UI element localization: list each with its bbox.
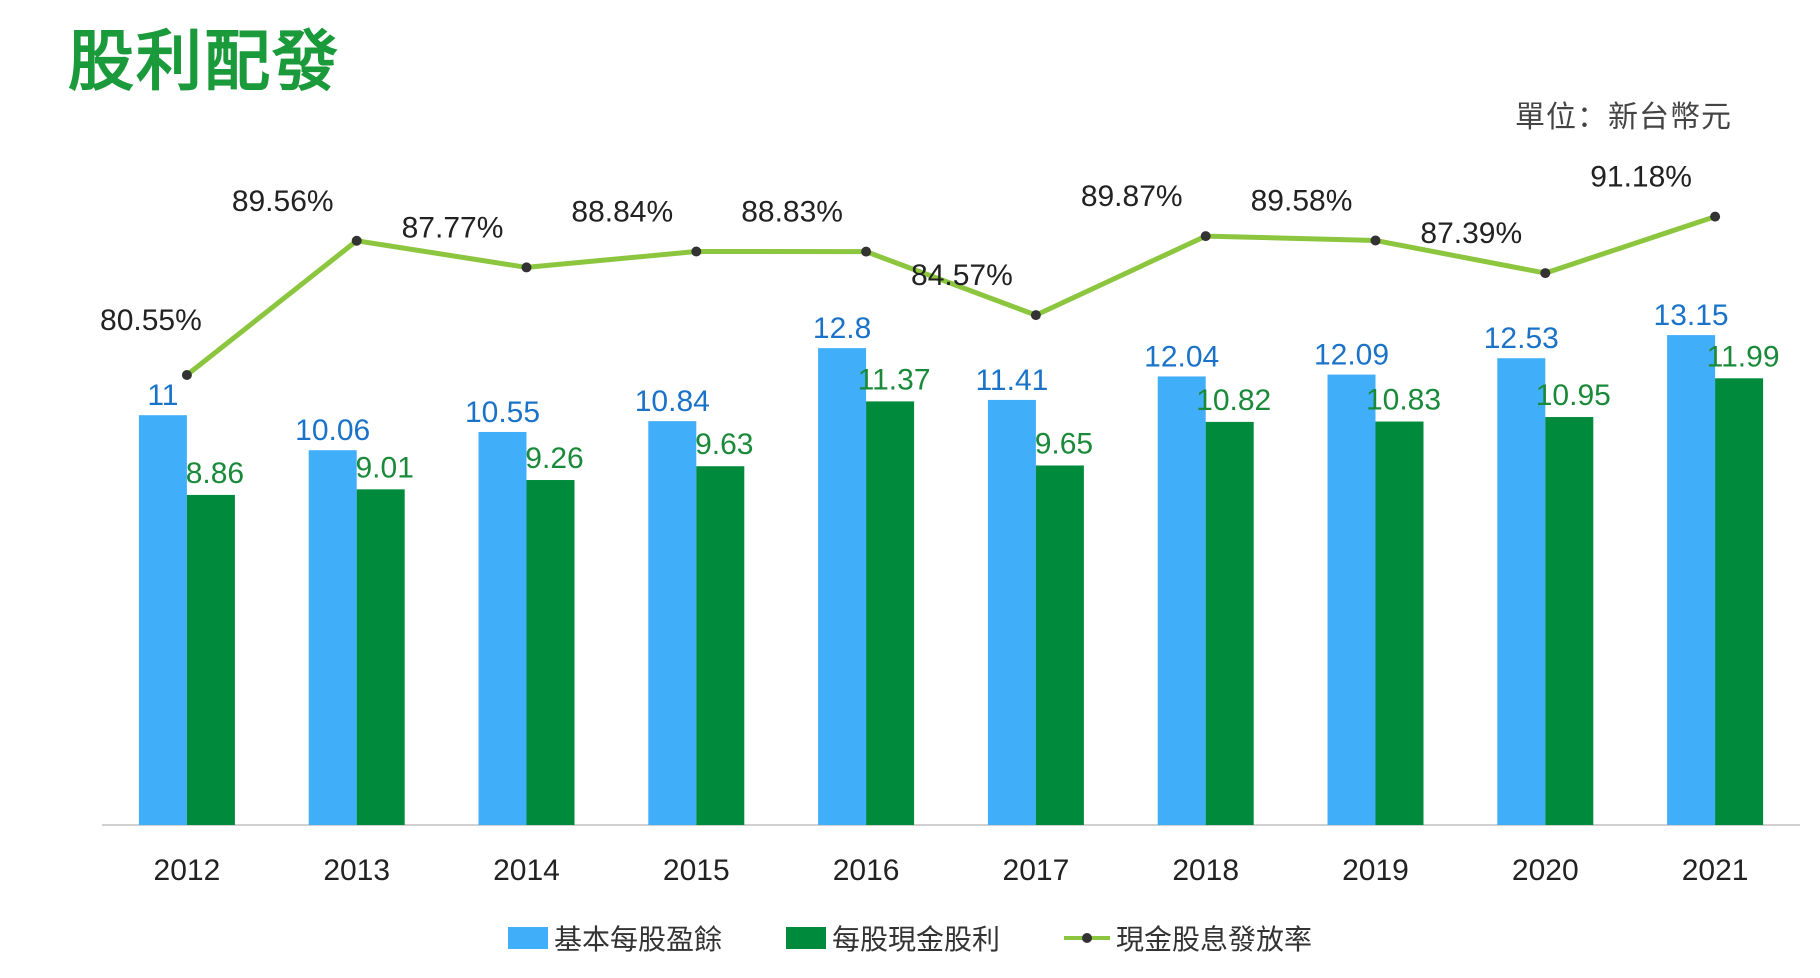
data-label-payout: 88.83% — [741, 196, 843, 229]
bar-dividend — [1375, 421, 1424, 825]
data-label-payout: 88.84% — [571, 195, 673, 228]
legend-swatch-dividend — [785, 927, 826, 949]
data-label-payout: 87.77% — [402, 211, 504, 244]
data-label-dividend: 8.86 — [186, 457, 244, 490]
bar-dividend — [1545, 417, 1594, 825]
x-tick-label: 2020 — [1512, 854, 1579, 887]
bar-dividend — [526, 480, 575, 825]
bar-eps — [818, 348, 867, 825]
line-point-payout — [691, 246, 702, 257]
data-label-payout: 89.56% — [232, 185, 334, 218]
x-tick-label: 2016 — [833, 854, 900, 887]
bar-dividend — [1205, 421, 1254, 825]
bar-eps — [138, 415, 187, 825]
bar-dividend — [1035, 465, 1084, 825]
data-label-payout: 89.58% — [1251, 184, 1353, 217]
bar-eps — [308, 450, 357, 825]
series-line-payout — [185, 214, 1716, 377]
x-tick-label: 2015 — [663, 854, 730, 887]
bar-dividend — [1715, 378, 1764, 825]
bar-eps — [1157, 376, 1206, 825]
bar-eps — [1327, 374, 1376, 825]
data-label-eps: 10.84 — [635, 385, 710, 418]
data-label-payout: 80.55% — [100, 304, 202, 337]
data-label-payout: 89.87% — [1081, 180, 1183, 213]
x-tick-label: 2013 — [323, 854, 390, 887]
bar-dividend — [696, 466, 745, 825]
x-tick-label: 2018 — [1172, 854, 1239, 887]
data-label-eps: 10.06 — [295, 414, 370, 447]
legend-item-eps: 基本每股盈餘 — [507, 918, 722, 958]
line-point-payout — [1370, 235, 1381, 246]
data-label-dividend: 9.01 — [356, 451, 414, 484]
line-point-payout — [521, 262, 532, 273]
x-tick-label: 2012 — [154, 854, 221, 887]
data-label-payout: 91.18% — [1590, 161, 1692, 194]
chart-title: 股利配發 — [68, 23, 340, 100]
line-point-payout — [1540, 268, 1551, 279]
data-label-eps: 12.04 — [1144, 340, 1219, 373]
bar-dividend — [866, 401, 915, 825]
data-label-eps: 13.15 — [1654, 299, 1729, 332]
x-tick-label: 2021 — [1682, 854, 1749, 887]
bar-eps — [1497, 358, 1546, 825]
bar-eps — [1667, 335, 1716, 825]
bar-eps — [648, 421, 697, 825]
data-label-dividend: 10.95 — [1536, 379, 1611, 412]
unit-label: 單位：新台幣元 — [1515, 100, 1732, 135]
data-label-payout: 87.39% — [1420, 217, 1522, 250]
data-label-dividend: 10.82 — [1196, 384, 1271, 417]
data-label-eps: 12.53 — [1484, 322, 1559, 355]
line-point-payout — [1200, 231, 1211, 242]
data-label-eps: 10.55 — [465, 396, 540, 429]
bar-eps — [987, 399, 1036, 825]
x-tick-label: 2019 — [1342, 854, 1409, 887]
legend-label-dividend: 每股現金股利 — [831, 923, 1000, 956]
legend: 基本每股盈餘 每股現金股利 現金股息發放率 — [0, 918, 1820, 958]
data-label-eps: 12.09 — [1314, 339, 1389, 372]
line-point-payout — [351, 235, 362, 246]
legend-item-dividend: 每股現金股利 — [785, 918, 1000, 958]
line-point-payout — [181, 370, 192, 380]
bar-eps — [478, 431, 527, 825]
legend-item-payout: 現金股息發放率 — [1064, 918, 1312, 958]
line-point-payout — [1030, 310, 1041, 321]
data-label-eps: 11.41 — [975, 364, 1048, 397]
legend-swatch-payout — [1064, 927, 1110, 949]
data-label-dividend: 9.26 — [525, 442, 583, 475]
data-label-dividend: 9.65 — [1035, 427, 1093, 460]
line-point-payout — [1710, 211, 1721, 222]
data-label-dividend: 10.83 — [1366, 384, 1441, 417]
bar-dividend — [186, 494, 235, 825]
line-point-payout — [861, 246, 872, 257]
data-label-eps: 12.8 — [813, 312, 871, 345]
legend-label-eps: 基本每股盈餘 — [553, 923, 722, 956]
bar-dividend — [356, 489, 405, 825]
x-tick-label: 2014 — [493, 854, 560, 887]
data-label-payout: 84.57% — [911, 259, 1013, 292]
x-tick-label: 2017 — [1003, 854, 1070, 887]
data-label-dividend: 11.99 — [1707, 340, 1780, 373]
legend-label-payout: 現金股息發放率 — [1116, 923, 1313, 956]
legend-swatch-eps — [507, 927, 548, 949]
data-label-eps: 11 — [147, 379, 178, 412]
data-label-dividend: 11.37 — [858, 363, 931, 396]
data-label-dividend: 9.63 — [695, 428, 753, 461]
